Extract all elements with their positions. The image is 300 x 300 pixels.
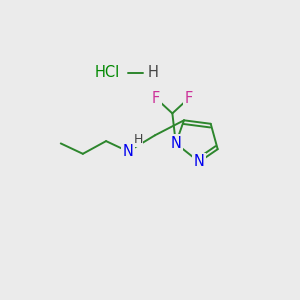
Text: N: N xyxy=(123,144,134,159)
Text: H: H xyxy=(133,133,142,146)
Text: N: N xyxy=(170,136,181,151)
Text: F: F xyxy=(152,91,160,106)
Text: HCl: HCl xyxy=(95,65,120,80)
Text: F: F xyxy=(184,91,193,106)
Text: H: H xyxy=(148,65,159,80)
Text: N: N xyxy=(194,154,205,169)
